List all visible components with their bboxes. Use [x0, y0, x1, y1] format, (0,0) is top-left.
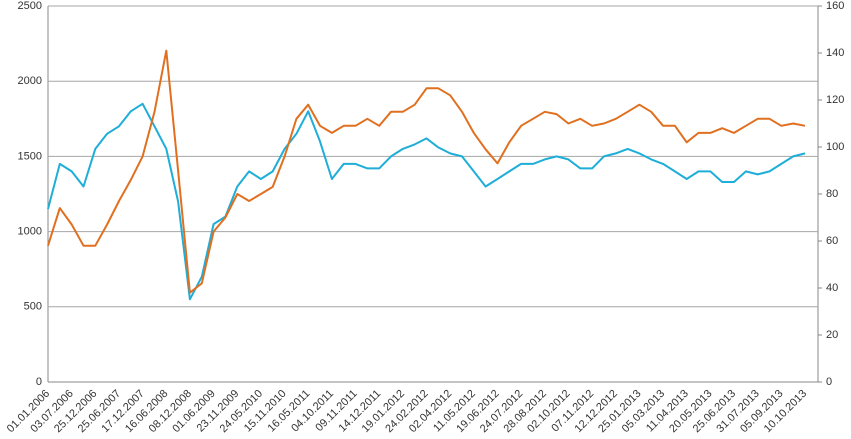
y-tick-label: 2000 [18, 75, 42, 87]
y2-tick-label: 60 [826, 235, 838, 247]
y-tick-label: 1000 [18, 226, 42, 238]
y2-tick-label: 20 [826, 329, 838, 341]
y2-tick-label: 160 [826, 0, 844, 12]
y-tick-label: 1500 [18, 150, 42, 162]
series-line [47, 102, 806, 301]
y2-tick-label: 100 [826, 141, 844, 153]
y-tick-label: 500 [24, 301, 42, 313]
y2-tick-label: 80 [826, 188, 838, 200]
y-tick-label: 0 [36, 376, 42, 388]
y2-tick-label: 40 [826, 282, 838, 294]
series-line [47, 49, 806, 294]
y2-tick-label: 140 [826, 47, 844, 59]
y-tick-label: 2500 [18, 0, 42, 12]
y2-tick-label: 120 [826, 94, 844, 106]
y2-tick-label: 0 [826, 376, 832, 388]
